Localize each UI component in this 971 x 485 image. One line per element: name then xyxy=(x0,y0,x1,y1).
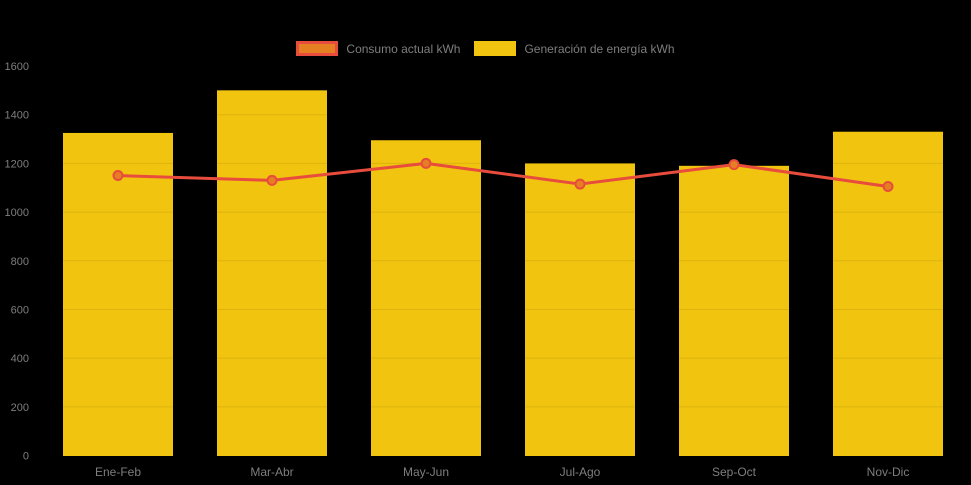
line-series xyxy=(117,161,889,188)
legend-label-consumo: Consumo actual kWh xyxy=(346,41,461,56)
legend-swatch-generacion-icon xyxy=(474,41,517,56)
x-axis-label-Nov-Dic: Nov-Dic xyxy=(867,465,910,479)
legend-swatch-consumo-icon xyxy=(296,41,339,56)
x-axis-label-May-Jun: May-Jun xyxy=(403,465,449,479)
x-axis-label-Sep-Oct: Sep-Oct xyxy=(712,465,757,479)
bar-Sep-Oct[interactable] xyxy=(679,165,789,456)
y-axis-tick-label: 0 xyxy=(23,451,29,463)
y-axis-tick-label: 1600 xyxy=(5,61,29,73)
x-axis-label-Jul-Ago: Jul-Ago xyxy=(560,465,601,479)
legend-item-generacion-energia[interactable]: Generación de energía kWh xyxy=(474,41,675,56)
y-axis-tick-label: 800 xyxy=(11,256,29,268)
bar-Ene-Feb[interactable] xyxy=(63,132,173,456)
data-point-Nov-Dic[interactable] xyxy=(882,181,894,193)
y-axis-tick-label: 1400 xyxy=(5,110,29,122)
bar-Jul-Ago[interactable] xyxy=(525,163,635,456)
legend-label-generacion: Generación de energía kWh xyxy=(524,41,675,56)
y-axis-tick-label: 200 xyxy=(11,402,29,414)
data-point-Sep-Oct[interactable] xyxy=(728,159,740,171)
data-point-May-Jun[interactable] xyxy=(420,157,432,169)
data-point-Mar-Abr[interactable] xyxy=(266,174,278,186)
legend: Consumo actual kWh Generación de energía… xyxy=(0,41,971,56)
data-point-Ene-Feb[interactable] xyxy=(112,170,124,182)
y-axis-tick-label: 400 xyxy=(11,353,29,365)
y-axis-tick-label: 600 xyxy=(11,304,29,316)
bar-May-Jun[interactable] xyxy=(371,140,481,456)
bar-Mar-Abr[interactable] xyxy=(217,90,327,456)
x-axis-label-Ene-Feb: Ene-Feb xyxy=(95,465,141,479)
y-axis-tick-label: 1200 xyxy=(5,158,29,170)
y-axis-tick-label: 1000 xyxy=(5,207,29,219)
x-axis-label-Mar-Abr: Mar-Abr xyxy=(250,465,293,479)
legend-item-consumo-actual[interactable]: Consumo actual kWh xyxy=(296,41,460,56)
data-point-Jul-Ago[interactable] xyxy=(574,178,586,190)
